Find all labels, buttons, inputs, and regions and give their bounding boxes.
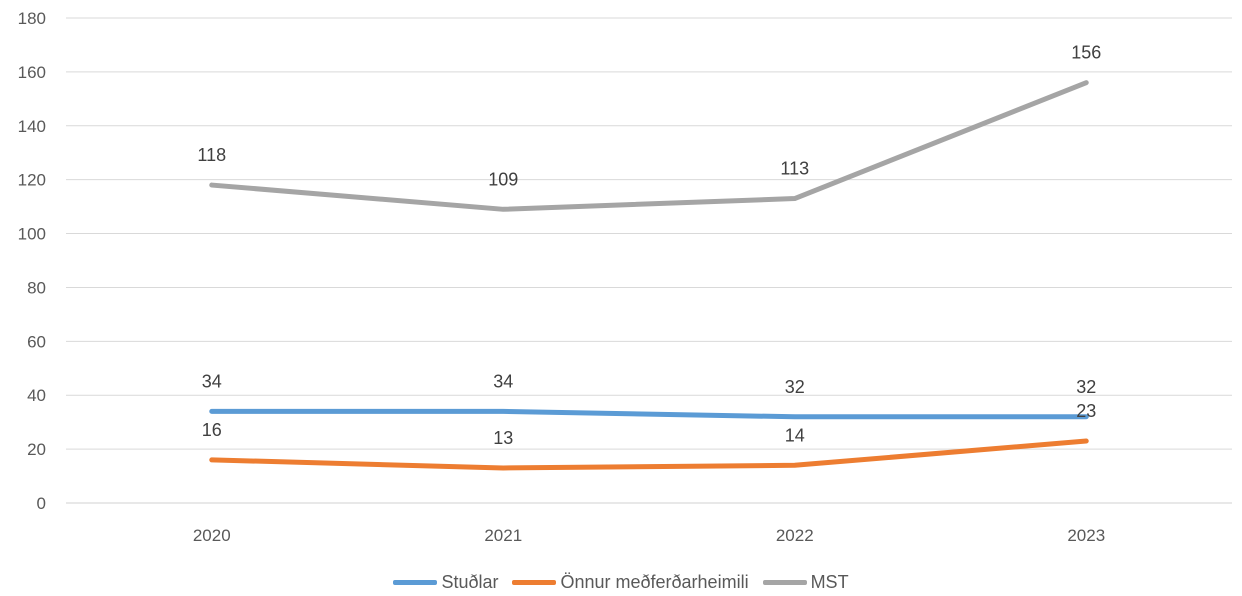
y-tick-label: 0 xyxy=(37,494,46,513)
y-axis-ticks: 0 20 40 60 80 100 120 140 160 180 xyxy=(18,9,46,513)
legend-label-mst: MST xyxy=(810,572,849,592)
legend-label-studlar: Stuðlar xyxy=(441,572,499,592)
legend-swatch-onnur-medferdarheimili xyxy=(512,580,557,585)
legend-item-studlar[interactable]: Stuðlar xyxy=(393,572,498,593)
legend-swatch-mst xyxy=(762,580,807,585)
legend: Stuðlar Önnur meðferðarheimili MST xyxy=(0,572,1242,593)
y-tick-label: 100 xyxy=(18,225,46,244)
data-label: 13 xyxy=(493,428,513,448)
data-label: 14 xyxy=(785,425,805,445)
data-label: 34 xyxy=(202,371,222,391)
x-tick-label: 2023 xyxy=(1067,526,1105,545)
data-label: 118 xyxy=(197,145,226,165)
data-label: 156 xyxy=(1071,43,1101,63)
y-tick-label: 140 xyxy=(18,117,46,136)
x-tick-label: 2021 xyxy=(484,526,522,545)
y-tick-label: 120 xyxy=(18,171,46,190)
data-label: 34 xyxy=(493,371,513,391)
y-tick-label: 60 xyxy=(27,332,46,351)
series-line-0 xyxy=(209,408,1089,420)
y-tick-label: 40 xyxy=(27,386,46,405)
x-tick-label: 2022 xyxy=(776,526,814,545)
series-lines xyxy=(209,80,1089,471)
data-label: 32 xyxy=(1076,377,1096,397)
data-label: 113 xyxy=(780,159,809,179)
data-label: 23 xyxy=(1076,401,1096,421)
legend-item-mst[interactable]: MST xyxy=(762,572,849,593)
y-tick-label: 180 xyxy=(18,9,46,28)
data-label: 32 xyxy=(785,377,805,397)
series-line-1 xyxy=(209,438,1089,471)
y-tick-label: 80 xyxy=(27,278,46,297)
y-tick-label: 20 xyxy=(27,440,46,459)
x-axis-ticks: 2020 2021 2022 2023 xyxy=(193,526,1105,545)
series-line-2 xyxy=(209,80,1089,212)
gridlines xyxy=(66,17,1232,504)
y-tick-label: 160 xyxy=(18,63,46,82)
legend-item-onnur-medferdarheimili[interactable]: Önnur meðferðarheimili xyxy=(512,572,749,593)
data-label: 109 xyxy=(488,169,518,189)
legend-swatch-studlar xyxy=(393,580,438,585)
data-label: 16 xyxy=(202,420,222,440)
data-labels: 34 34 32 32 16 13 14 23 118 109 113 156 xyxy=(197,43,1101,448)
x-tick-label: 2020 xyxy=(193,526,231,545)
legend-label-onnur-medferdarheimili: Önnur meðferðarheimili xyxy=(560,572,749,592)
